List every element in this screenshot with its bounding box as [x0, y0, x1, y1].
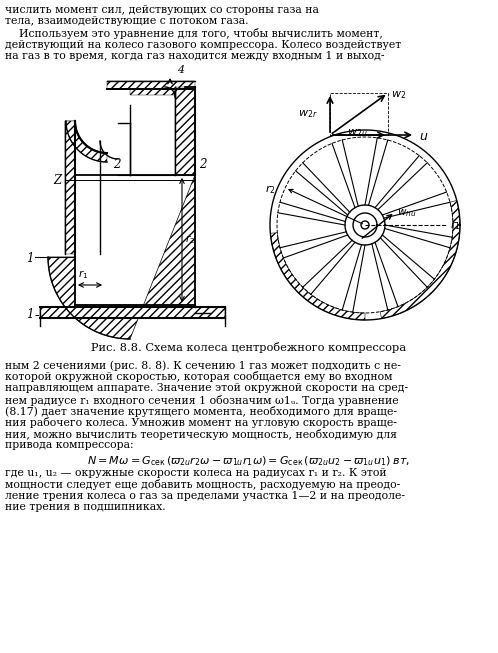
Text: $N=M\omega=G_{\rm сек}\,(\varpi_{2u}r_2\omega-\varpi_{1u}r_1\omega)=G_{\rm сек}\: $N=M\omega=G_{\rm сек}\,(\varpi_{2u}r_2\… — [87, 454, 411, 468]
Text: ния рабочего колеса. Умножив момент на угловую скорость враще-: ния рабочего колеса. Умножив момент на у… — [5, 417, 397, 428]
Text: $w_2$: $w_2$ — [391, 89, 406, 101]
Polygon shape — [270, 232, 365, 320]
Text: мощности следует еще добавить мощность, расходуемую на преодо-: мощности следует еще добавить мощность, … — [5, 479, 400, 490]
Circle shape — [361, 221, 369, 229]
Text: привода компрессора:: привода компрессора: — [5, 441, 133, 451]
Text: $r_2$: $r_2$ — [185, 234, 195, 246]
Text: $w_{hu}$: $w_{hu}$ — [397, 207, 416, 219]
Text: числить момент сил, действующих со стороны газа на: числить момент сил, действующих со сторо… — [5, 5, 319, 15]
Polygon shape — [40, 307, 225, 318]
Text: ние трения в подшипниках.: ние трения в подшипниках. — [5, 503, 166, 513]
Text: действующий на колесо газового компрессора. Колесо воздействует: действующий на колесо газового компрессо… — [5, 39, 401, 50]
Text: $w_{2u}$: $w_{2u}$ — [347, 127, 368, 139]
Text: тела, взаимодействующие с потоком газа.: тела, взаимодействующие с потоком газа. — [5, 16, 249, 27]
Polygon shape — [107, 81, 195, 89]
Polygon shape — [380, 200, 460, 319]
Text: $r_1$: $r_1$ — [450, 219, 461, 232]
Text: $w_{2r}$: $w_{2r}$ — [298, 108, 318, 120]
Text: Z: Z — [53, 174, 61, 187]
Text: Используем это уравнение для того, чтобы вычислить момент,: Используем это уравнение для того, чтобы… — [5, 28, 383, 39]
Text: нем радиусе r₁ входного сечения 1 обозначим ω1ᵤ. Тогда уравнение: нем радиусе r₁ входного сечения 1 обозна… — [5, 394, 398, 406]
Polygon shape — [175, 87, 195, 175]
Text: Рис. 8.8. Схема колеса центробежного компрессора: Рис. 8.8. Схема колеса центробежного ком… — [92, 342, 406, 353]
Text: ния, можно вычислить теоретическую мощность, необходимую для: ния, можно вычислить теоретическую мощно… — [5, 429, 397, 440]
Text: которой окружной скоростью, которая сообщается ему во входном: которой окружной скоростью, которая сооб… — [5, 372, 392, 383]
Polygon shape — [66, 121, 107, 162]
Text: направляющем аппарате. Значение этой окружной скорости на сред-: направляющем аппарате. Значение этой окр… — [5, 383, 408, 393]
Text: 4: 4 — [177, 65, 184, 75]
Text: ление трения колеса о газ за пределами участка 1—2 и на преодоле-: ление трения колеса о газ за пределами у… — [5, 491, 405, 501]
Polygon shape — [130, 89, 175, 95]
Polygon shape — [48, 175, 195, 339]
Text: $u$: $u$ — [419, 129, 428, 142]
Text: 2: 2 — [199, 159, 207, 172]
Text: где u₁, u₂ — окружные скорости колеса на радиусах r₁ и r₂. К этой: где u₁, u₂ — окружные скорости колеса на… — [5, 468, 386, 478]
Text: 2: 2 — [113, 159, 121, 172]
Text: ным 2 сечениями (рис. 8. 8). К сечению 1 газ может подходить с не-: ным 2 сечениями (рис. 8. 8). К сечению 1… — [5, 360, 401, 370]
Text: на газ в то время, когда газ находится между входным 1 и выход-: на газ в то время, когда газ находится м… — [5, 51, 384, 61]
Text: $r_2$: $r_2$ — [265, 183, 276, 196]
Text: 1: 1 — [26, 308, 34, 321]
Text: 1: 1 — [26, 253, 34, 266]
Polygon shape — [65, 121, 75, 254]
Text: (8.17) дает значение крутящего момента, необходимого для враще-: (8.17) дает значение крутящего момента, … — [5, 406, 397, 417]
Text: $r_1$: $r_1$ — [78, 268, 88, 281]
